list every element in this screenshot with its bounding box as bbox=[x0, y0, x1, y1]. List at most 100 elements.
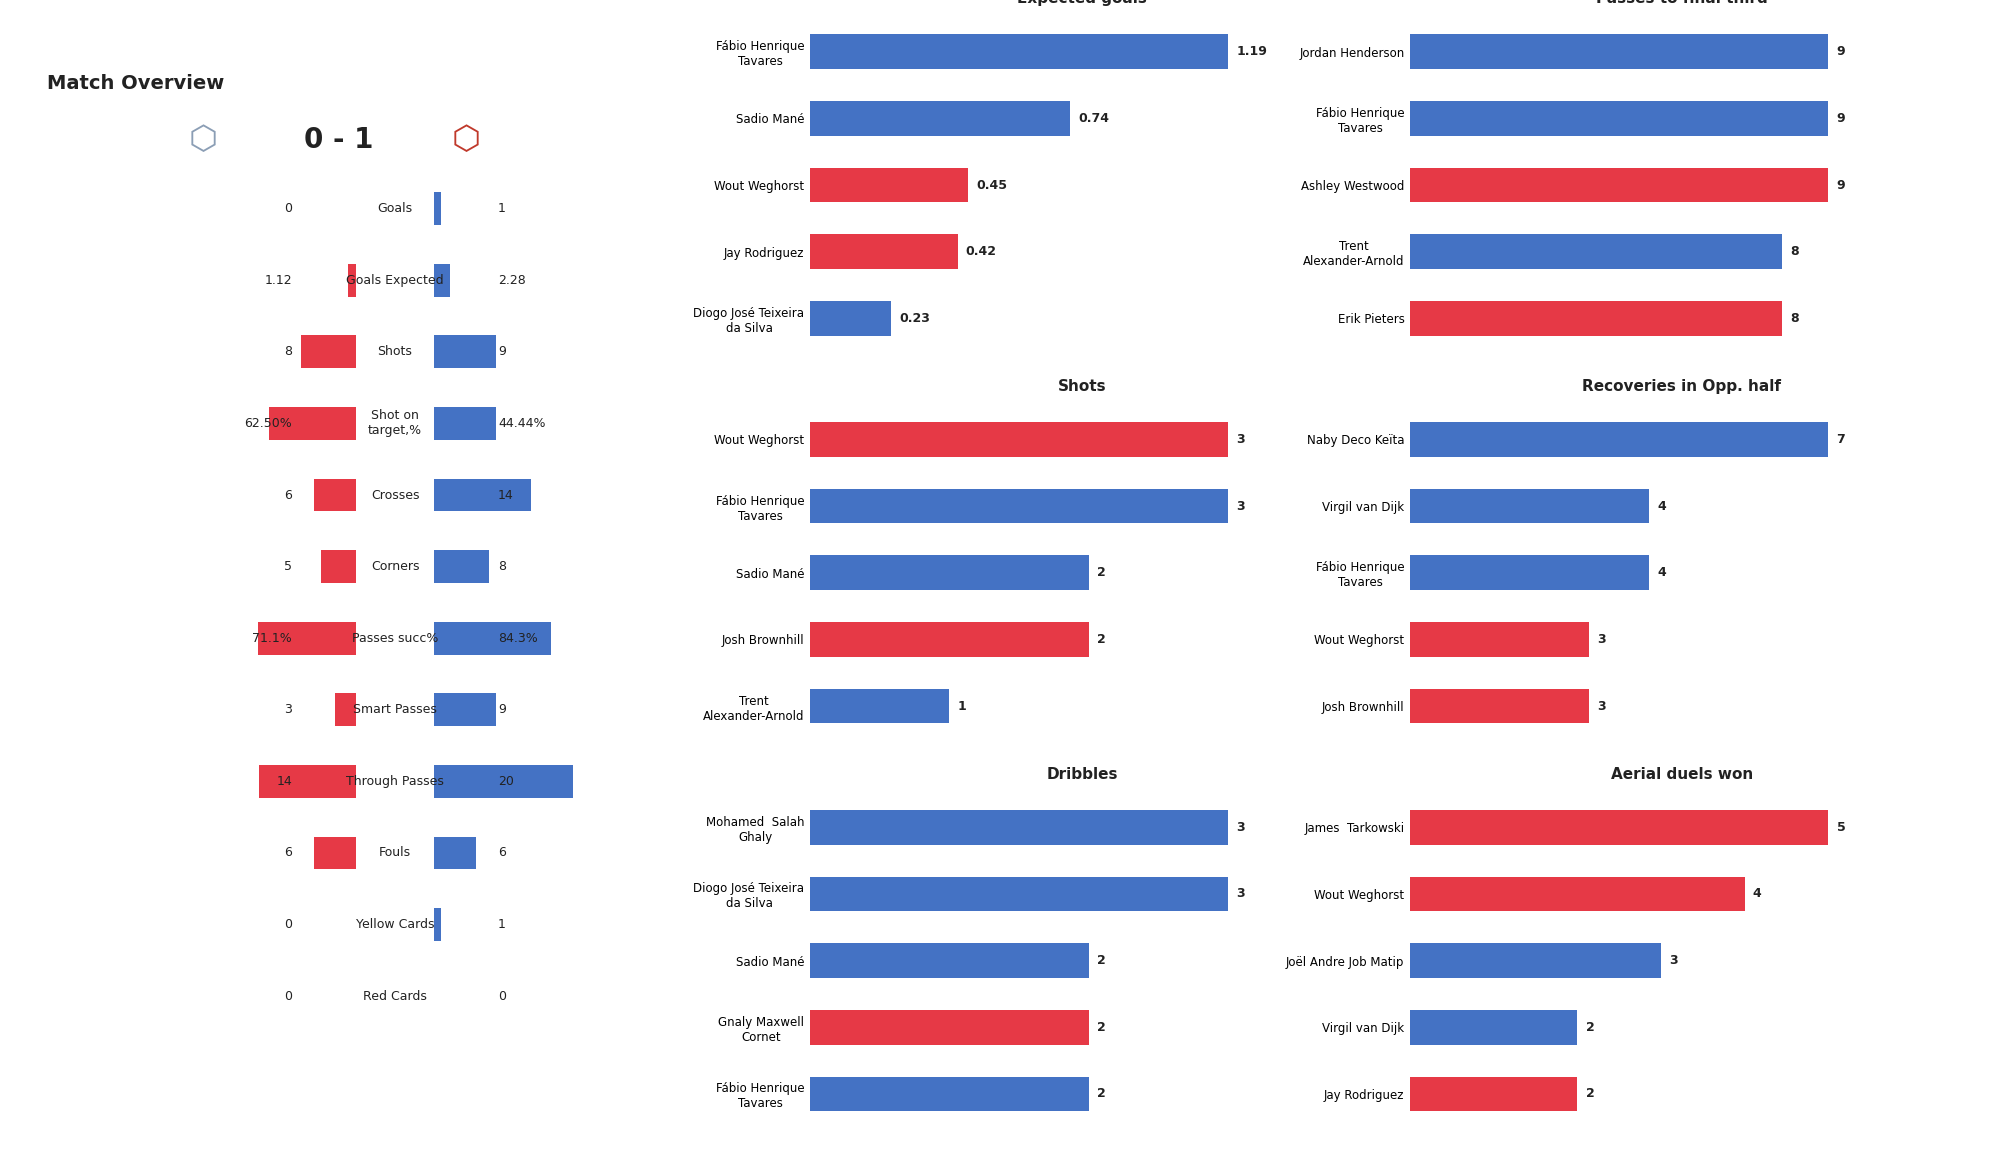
Text: Passes succ%: Passes succ% bbox=[352, 632, 438, 645]
Text: 1: 1 bbox=[498, 918, 506, 931]
Bar bbox=[810, 810, 1228, 845]
Bar bbox=[1410, 1009, 1578, 1045]
Text: Crosses: Crosses bbox=[370, 489, 420, 502]
Title: Recoveries in Opp. half: Recoveries in Opp. half bbox=[1582, 380, 1782, 394]
Text: 8: 8 bbox=[498, 560, 506, 573]
Text: 8: 8 bbox=[1790, 246, 1798, 258]
Text: Corners: Corners bbox=[370, 560, 420, 573]
FancyBboxPatch shape bbox=[434, 765, 572, 798]
Text: 6: 6 bbox=[498, 846, 506, 859]
Text: 84.3%: 84.3% bbox=[498, 632, 538, 645]
Text: 0: 0 bbox=[284, 918, 292, 931]
Text: 0 - 1: 0 - 1 bbox=[304, 126, 372, 154]
Text: 6: 6 bbox=[284, 846, 292, 859]
Bar bbox=[1410, 34, 1828, 69]
Bar bbox=[1410, 944, 1662, 978]
Text: 2: 2 bbox=[1098, 954, 1106, 967]
Text: 1.12: 1.12 bbox=[264, 274, 292, 287]
Bar bbox=[1410, 234, 1782, 269]
Text: 1: 1 bbox=[958, 699, 966, 712]
Text: 0: 0 bbox=[498, 989, 506, 1002]
FancyBboxPatch shape bbox=[434, 407, 496, 439]
FancyBboxPatch shape bbox=[314, 478, 356, 511]
Text: 5: 5 bbox=[1836, 821, 1846, 834]
Text: Through Passes: Through Passes bbox=[346, 774, 444, 787]
Text: 4: 4 bbox=[1752, 887, 1762, 900]
FancyBboxPatch shape bbox=[300, 336, 356, 368]
Text: Shot on
target,%: Shot on target,% bbox=[368, 409, 422, 437]
FancyBboxPatch shape bbox=[434, 193, 440, 226]
Text: 9: 9 bbox=[1836, 179, 1846, 192]
Bar bbox=[1410, 622, 1590, 657]
FancyBboxPatch shape bbox=[348, 264, 356, 297]
Text: Fouls: Fouls bbox=[378, 846, 412, 859]
Text: 8: 8 bbox=[1790, 311, 1798, 324]
Bar bbox=[1410, 877, 1744, 912]
FancyBboxPatch shape bbox=[434, 622, 550, 654]
Text: ⬡: ⬡ bbox=[452, 123, 480, 156]
Text: Red Cards: Red Cards bbox=[364, 989, 426, 1002]
FancyBboxPatch shape bbox=[434, 908, 440, 941]
FancyBboxPatch shape bbox=[314, 837, 356, 869]
Bar bbox=[1410, 101, 1828, 136]
Text: 14: 14 bbox=[276, 774, 292, 787]
Bar bbox=[810, 944, 1088, 978]
Bar bbox=[810, 101, 1070, 136]
Text: 2: 2 bbox=[1586, 1021, 1594, 1034]
FancyBboxPatch shape bbox=[322, 550, 356, 583]
Bar bbox=[810, 422, 1228, 457]
Bar bbox=[1410, 810, 1828, 845]
Bar bbox=[1410, 556, 1650, 590]
FancyBboxPatch shape bbox=[258, 622, 356, 654]
Text: 3: 3 bbox=[1236, 821, 1246, 834]
Text: 5: 5 bbox=[284, 560, 292, 573]
Text: Goals: Goals bbox=[378, 202, 412, 215]
FancyBboxPatch shape bbox=[260, 765, 356, 798]
Bar bbox=[1410, 301, 1782, 336]
Bar bbox=[1410, 689, 1590, 724]
Text: 7: 7 bbox=[1836, 434, 1846, 446]
Text: 4: 4 bbox=[1658, 499, 1666, 512]
Text: 3: 3 bbox=[1670, 954, 1678, 967]
Text: 2: 2 bbox=[1098, 633, 1106, 646]
Text: 2: 2 bbox=[1586, 1087, 1594, 1100]
Text: Match Overview: Match Overview bbox=[48, 74, 224, 93]
Text: 3: 3 bbox=[1598, 699, 1606, 712]
Text: 1: 1 bbox=[498, 202, 506, 215]
Bar bbox=[810, 301, 890, 336]
Text: 4: 4 bbox=[1658, 566, 1666, 579]
Title: Shots: Shots bbox=[1058, 380, 1106, 394]
Text: 9: 9 bbox=[498, 704, 506, 717]
Bar bbox=[810, 234, 958, 269]
Text: 0: 0 bbox=[284, 202, 292, 215]
Text: 0.74: 0.74 bbox=[1078, 112, 1110, 125]
Bar bbox=[1410, 168, 1828, 202]
Text: 1.19: 1.19 bbox=[1236, 46, 1268, 59]
FancyBboxPatch shape bbox=[270, 407, 356, 439]
Text: 3: 3 bbox=[1236, 887, 1246, 900]
FancyBboxPatch shape bbox=[434, 478, 530, 511]
Bar bbox=[810, 34, 1228, 69]
Text: 0.45: 0.45 bbox=[976, 179, 1008, 192]
Text: 2.28: 2.28 bbox=[498, 274, 526, 287]
Bar bbox=[810, 489, 1228, 524]
Bar bbox=[810, 622, 1088, 657]
FancyBboxPatch shape bbox=[434, 693, 496, 726]
Bar bbox=[810, 877, 1228, 912]
Text: 0.23: 0.23 bbox=[900, 311, 930, 324]
Text: 62.50%: 62.50% bbox=[244, 417, 292, 430]
Text: 0: 0 bbox=[284, 989, 292, 1002]
Text: 2: 2 bbox=[1098, 566, 1106, 579]
Title: Aerial duels won: Aerial duels won bbox=[1610, 767, 1754, 781]
Bar bbox=[810, 689, 950, 724]
Text: Yellow Cards: Yellow Cards bbox=[356, 918, 434, 931]
Bar bbox=[810, 556, 1088, 590]
Title: Passes to final third: Passes to final third bbox=[1596, 0, 1768, 6]
Text: 9: 9 bbox=[1836, 112, 1846, 125]
Text: 20: 20 bbox=[498, 774, 514, 787]
Text: ⬡: ⬡ bbox=[188, 123, 218, 156]
Text: 9: 9 bbox=[1836, 46, 1846, 59]
Bar bbox=[1410, 1076, 1578, 1112]
FancyBboxPatch shape bbox=[336, 693, 356, 726]
Text: 0.42: 0.42 bbox=[966, 246, 996, 258]
